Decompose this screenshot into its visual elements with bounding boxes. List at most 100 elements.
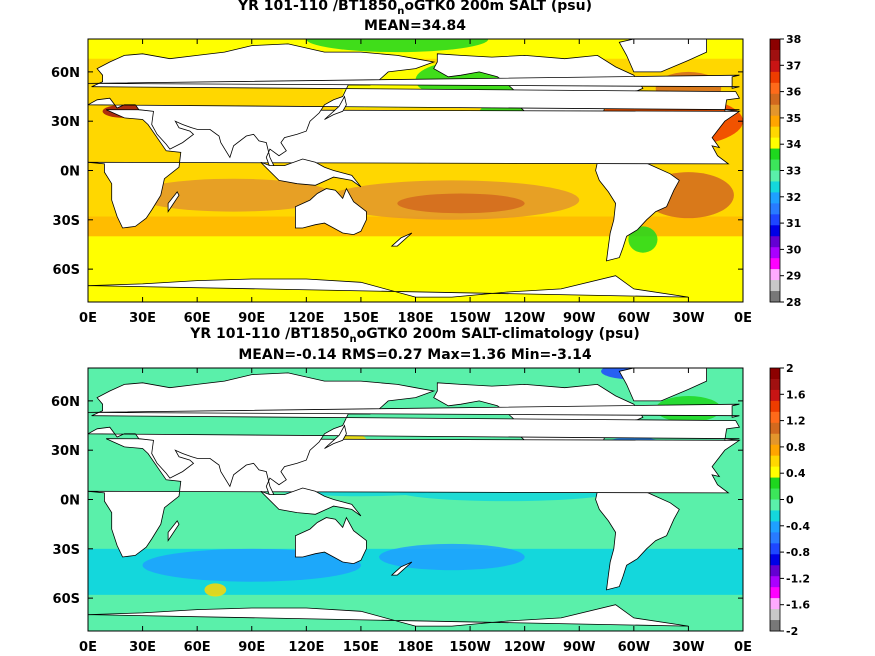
colorbar-swatch [770, 400, 780, 413]
x-tick-label: 90W [563, 640, 595, 655]
colorbar-swatch [770, 455, 780, 468]
new-zealand-land [390, 232, 413, 247]
colorbar-swatch [770, 488, 780, 500]
colorbar-swatch [770, 620, 780, 632]
colorbar-swatch [770, 203, 780, 215]
australia-land [294, 516, 367, 565]
top-chart-title: YR 101-110 /BT1850noGTK0 200m SALT (psu) [238, 0, 592, 17]
colorbar-swatch [770, 477, 780, 490]
colorbar-label: 0.8 [786, 441, 806, 454]
greenland-land [618, 39, 707, 73]
ocean-field [88, 39, 743, 302]
colorbar-label: 2 [786, 362, 794, 375]
africa-land [88, 438, 741, 558]
colorbar-swatch [770, 49, 780, 62]
colorbar-swatch [770, 532, 780, 544]
colorbar-swatch [770, 236, 780, 248]
japan-land [324, 95, 347, 120]
colorbar-label: 1.2 [786, 415, 806, 428]
south-pacific-fresh [379, 543, 525, 571]
x-tick-label: 60E [184, 640, 211, 655]
colorbar-swatch [770, 565, 780, 577]
x-tick-label: 180E [397, 640, 433, 655]
x-tick-label: 30W [672, 640, 704, 655]
y-tick-label: 60N [51, 395, 80, 410]
australia-land [294, 187, 367, 236]
colorbar-swatch [770, 587, 780, 599]
colorbar-label: 34 [786, 138, 802, 151]
new-zealand-land [390, 561, 413, 576]
eurasia-land [88, 43, 741, 170]
colorbar-swatch [770, 280, 780, 292]
colorbar-swatch [770, 422, 780, 435]
colorbar-swatch [770, 137, 780, 150]
y-tick-label: 30S [53, 543, 80, 558]
colorbar-swatch [770, 148, 780, 161]
colorbar-swatch [770, 499, 780, 511]
colorbar-swatch [770, 170, 780, 182]
subtropical-south-band [88, 216, 743, 237]
uk-land [88, 74, 740, 89]
colorbar-swatch [770, 159, 780, 171]
antarctica-land [88, 275, 689, 302]
colorbar-swatch [770, 368, 780, 380]
top-chart-subtitle: MEAN=34.84 [363, 18, 467, 34]
y-tick-label: 30N [51, 444, 80, 459]
colorbar-swatch [770, 214, 780, 226]
bottom-chart-subtitle: MEAN=-0.14 RMS=0.27 Max=1.36 Min=-3.14 [238, 347, 592, 363]
colorbar-swatch [770, 82, 780, 95]
indonesia-land [260, 158, 362, 188]
y-tick-label: 0N [60, 494, 80, 509]
antarctica-land [88, 604, 689, 631]
y-tick-label: 60S [53, 592, 80, 607]
eurasia-land [88, 372, 741, 499]
colorbar-label: 29 [786, 270, 801, 283]
y-tick-label: 60N [51, 66, 80, 81]
colorbar-swatch [770, 433, 780, 446]
colorbar-swatch [770, 181, 780, 193]
colorbar-swatch [770, 521, 780, 533]
colorbar-swatch [770, 444, 780, 457]
colorbar-swatch [770, 543, 780, 555]
colorbar-label: 28 [786, 296, 801, 309]
x-tick-label: 90E [238, 311, 265, 326]
colorbar-swatch [770, 247, 780, 259]
indonesia-land [260, 487, 362, 517]
colorbar-label: 0 [786, 494, 794, 507]
colorbar-label: 1.6 [786, 388, 806, 401]
x-tick-label: 30E [129, 640, 156, 655]
x-tick-label: 150W [449, 311, 490, 326]
colorbar-label: -2 [786, 625, 798, 638]
x-tick-label: 120E [288, 640, 324, 655]
africa-land [88, 109, 741, 229]
colorbar-swatch [770, 389, 780, 402]
colorbar-label: 31 [786, 217, 801, 230]
colorbar-swatch [770, 104, 780, 117]
x-tick-label: 0E [79, 640, 97, 655]
madagascar-land [167, 520, 180, 542]
colorbar-swatch [770, 71, 780, 84]
colorbar-swatch [770, 554, 780, 566]
x-tick-label: 60W [618, 640, 650, 655]
colorbar-label: 37 [786, 59, 801, 72]
x-tick-label: 150E [343, 640, 379, 655]
bottom-chart-title: YR 101-110 /BT1850noGTK0 200m SALT-clima… [190, 326, 640, 345]
greenland-land [618, 368, 707, 402]
x-tick-label: 30E [129, 311, 156, 326]
falklands-fresh [628, 226, 658, 253]
colorbar-label: 33 [786, 165, 801, 178]
x-tick-label: 90W [563, 311, 595, 326]
colorbar-swatch [770, 291, 780, 303]
kerguelen-patch [204, 583, 227, 597]
x-tick-label: 60W [618, 311, 650, 326]
y-tick-label: 0N [60, 165, 80, 180]
x-tick-label: 0E [79, 311, 97, 326]
y-tick-label: 60S [53, 263, 80, 278]
colorbar-label: -0.4 [786, 520, 810, 533]
x-tick-label: 120E [288, 311, 324, 326]
x-tick-label: 0E [734, 311, 752, 326]
colorbar-label: 0.4 [786, 467, 806, 480]
x-tick-label: 150W [449, 640, 490, 655]
x-tick-label: 0E [734, 640, 752, 655]
